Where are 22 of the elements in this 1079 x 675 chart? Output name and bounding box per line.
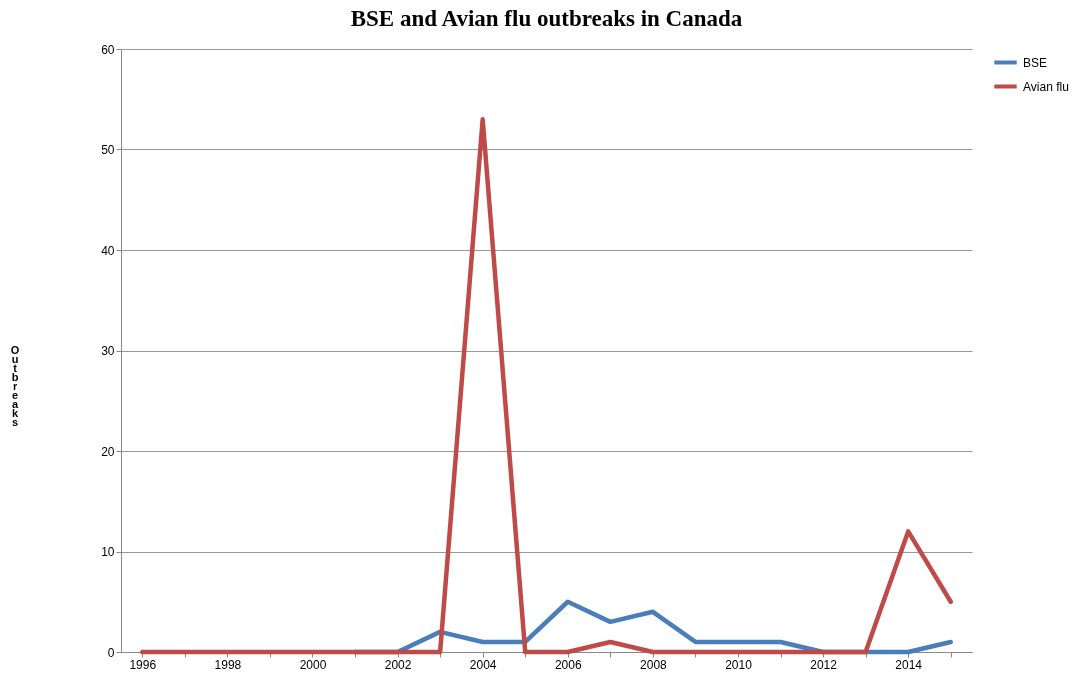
y-tick-label: 40 [101,243,115,258]
x-tick-label: 2002 [384,657,412,672]
x-tick-label: 2008 [640,657,668,672]
line-series [140,117,953,655]
chart-title: BSE and Avian flu outbreaks in Canada [350,6,743,31]
y-tick-label: 10 [101,545,115,559]
y-tick-label: 0 [107,645,115,660]
x-tick-label: 1996 [129,657,157,672]
text: Outbreaks [10,344,20,428]
x-tick-label: 2006 [554,657,582,672]
x-tick-label: 2004 [469,657,497,672]
y-tick-label: 20 [101,444,115,459]
x-tick-label: 2010 [725,657,753,672]
y-tick-label: 60 [101,42,115,57]
y-tick-label: 50 [101,143,115,157]
x-tick-label: 1998 [214,657,242,672]
y-tick-label: 30 [101,344,115,358]
legend-label: BSE [1023,55,1048,70]
x-tick-label: 2012 [810,657,838,672]
legend-label: Avian flu [1023,79,1069,94]
x-tick-label: 2014 [895,657,923,672]
x-tick-label: 2000 [299,657,327,672]
